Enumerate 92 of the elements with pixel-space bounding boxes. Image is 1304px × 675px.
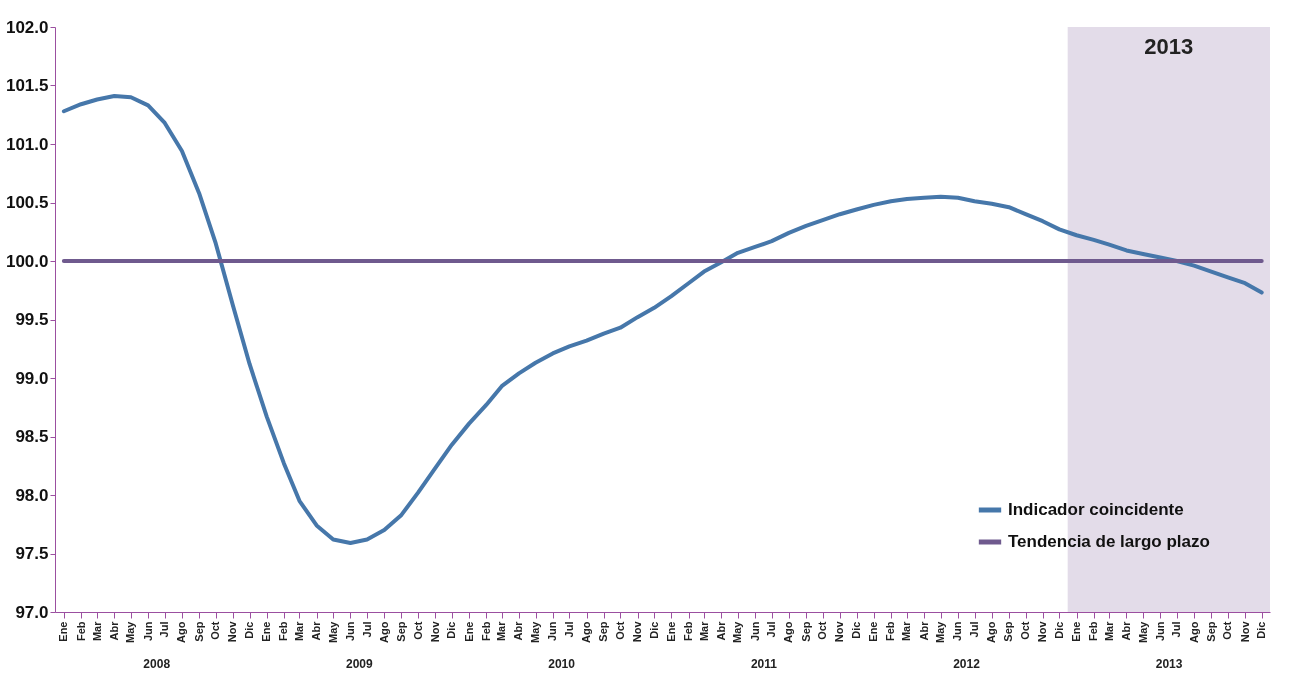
y-tick-label: 101.0 <box>5 134 49 154</box>
y-tick-label: 102.0 <box>5 17 49 37</box>
x-tick-label: Nov <box>428 620 441 643</box>
x-tick-label: Dic <box>850 621 862 639</box>
x-tick-label: Feb <box>74 621 87 642</box>
x-tick-label: Jul <box>968 621 981 638</box>
x-tick-label: Feb <box>479 621 492 642</box>
x-tick-label: Nov <box>1238 620 1251 643</box>
x-tick-label: Abr <box>714 620 727 641</box>
x-tick-label: Abr <box>107 620 120 641</box>
x-tick-label: Ago <box>175 621 188 643</box>
x-tick-label: May <box>326 620 339 643</box>
x-tick-label: Ago <box>985 621 998 643</box>
x-tick-label: Ene <box>57 621 70 642</box>
y-tick-label: 99.5 <box>15 310 49 329</box>
text: 2013 <box>1155 657 1183 671</box>
x-tick-label: Ene <box>260 621 273 642</box>
x-tick-label: Abr <box>1119 620 1132 641</box>
text: 2009 <box>345 657 373 671</box>
x-tick-label: Abr <box>512 620 525 641</box>
x-tick-label: Ago <box>1187 621 1200 643</box>
y-tick-label: 100.5 <box>5 193 49 212</box>
x-tick-label: Feb <box>1087 621 1100 642</box>
x-tick-label: Feb <box>884 621 897 642</box>
x-tick-label: Jul <box>360 621 373 638</box>
x-tick-label: Sep <box>597 621 610 642</box>
text: 2011 <box>750 657 778 671</box>
x-tick-label: Nov <box>226 620 239 643</box>
y-tick-label: 97.0 <box>15 602 49 622</box>
x-tick-label: May <box>934 620 947 643</box>
x-tick-label: Sep <box>1204 621 1217 642</box>
x-tick-label: Ene <box>1070 621 1083 642</box>
x-tick-label: Ago <box>782 621 795 643</box>
x-tick-label: Jun <box>951 621 964 642</box>
x-tick-label: Dic <box>1052 621 1065 639</box>
text: 2010 <box>548 657 576 671</box>
x-tick-label: Jun <box>1153 621 1166 642</box>
x-tick-label: Sep <box>1002 621 1015 642</box>
legend-label: Tendencia de largo plazo <box>1008 532 1210 551</box>
x-tick-label: Sep <box>394 621 407 642</box>
x-tick-label: May <box>529 620 542 643</box>
x-tick-label: Mar <box>1102 620 1115 642</box>
x-tick-label: May <box>1136 620 1149 643</box>
x-tick-label: Jul <box>765 621 778 638</box>
x-tick-label: Dic <box>1255 621 1268 639</box>
y-tick-label: 97.5 <box>15 544 49 563</box>
legend-label: Indicador coincidente <box>1008 500 1184 519</box>
band-label: 2013 <box>1144 34 1194 59</box>
x-tick-label: Feb <box>277 621 290 642</box>
x-tick-label: Ene <box>867 621 880 642</box>
y-tick-label: 100.0 <box>5 251 49 271</box>
y-tick-label: 98.0 <box>15 485 49 505</box>
x-tick-label: Mar <box>90 620 103 642</box>
x-tick-label: Mar <box>495 620 508 642</box>
x-tick-label: Oct <box>613 621 626 640</box>
x-tick-label: Feb <box>682 621 695 642</box>
x-tick-label: Dic <box>647 621 660 639</box>
x-tick-label: Ene <box>462 621 475 642</box>
x-tick-label: Jul <box>562 621 575 638</box>
x-tick-label: Ago <box>377 621 390 643</box>
x-tick-label: Abr <box>917 620 930 641</box>
x-tick-label: Sep <box>192 621 205 642</box>
x-tick-label: Oct <box>816 621 829 640</box>
x-tick-label: Mar <box>697 620 710 642</box>
x-tick-label: Dic <box>243 621 256 639</box>
x-tick-label: May <box>731 620 744 643</box>
x-tick-label: Ago <box>580 621 593 643</box>
text: 2012 <box>953 657 981 671</box>
x-tick-label: Ene <box>664 621 677 642</box>
y-tick-label: 99.0 <box>15 368 49 388</box>
x-tick-label: Oct <box>411 621 424 640</box>
x-tick-label: Nov <box>631 620 644 643</box>
x-tick-label: Dic <box>445 621 458 639</box>
x-tick-label: May <box>124 620 137 643</box>
x-tick-label: Oct <box>1221 621 1234 640</box>
x-tick-label: Nov <box>833 620 846 643</box>
x-tick-label: Jul <box>158 621 171 638</box>
text: 2008 <box>143 657 171 671</box>
x-tick-label: Jun <box>343 621 356 642</box>
x-tick-label: Sep <box>799 621 812 642</box>
x-tick-label: Abr <box>310 620 323 641</box>
y-tick-label: 101.5 <box>5 76 49 95</box>
x-tick-label: Mar <box>292 620 305 642</box>
x-tick-label: Oct <box>1019 621 1032 640</box>
x-tick-label: Jun <box>748 621 761 642</box>
y-tick-label: 98.5 <box>15 427 49 446</box>
x-tick-label: Jun <box>141 621 154 642</box>
x-tick-label: Jul <box>1170 621 1183 638</box>
x-tick-label: Mar <box>900 620 913 642</box>
x-tick-label: Jun <box>546 621 559 642</box>
x-tick-label: Oct <box>209 621 222 640</box>
x-tick-label: Nov <box>1036 620 1049 643</box>
